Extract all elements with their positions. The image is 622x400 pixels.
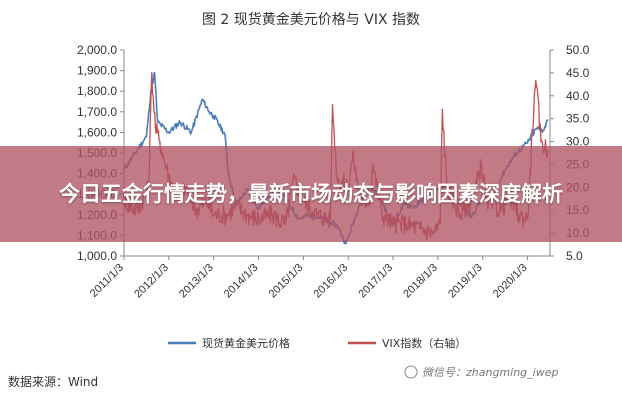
data-point-vix [441,108,444,111]
source-note: 数据来源：Wind [8,374,98,389]
data-point-gold [190,131,193,134]
headline-title: 今日五金行情走势，最新市场动态与影响因素深度解析 [59,182,563,206]
data-point-gold [224,133,226,136]
right-tick-label: 35.0 [566,112,590,126]
left-tick-label: 1,600.0 [77,125,117,139]
legend-label-gold: 现货黄金美元价格 [202,336,290,350]
data-point-gold [212,115,215,117]
data-point-gold [542,129,545,132]
right-tick-label: 5.0 [566,249,583,263]
data-point-gold [547,119,549,121]
x-tick-label: 2019/1/3 [446,262,485,301]
data-point-gold [345,242,347,245]
right-tick-label: 45.0 [566,66,590,80]
data-point-gold [535,127,538,130]
x-tick-label: 2020/1/3 [491,262,530,301]
data-point-gold [526,141,529,144]
x-tick-label: 2018/1/3 [401,262,440,301]
data-point-gold [208,111,210,113]
data-point-vix [151,72,153,74]
watermark-text: 微信号：zhangming_iwep [422,366,558,379]
legend: 现货黄金美元价格 VIX指数（右轴） [168,336,466,350]
right-tick-label: 50.0 [566,43,590,57]
data-point-vix [154,127,157,129]
data-point-vix [331,104,334,106]
x-tick-label: 2011/1/3 [88,262,126,300]
data-point-vix [159,140,161,143]
wechat-icon [404,365,418,379]
data-point-gold [168,131,170,134]
left-tick-label: 1,700.0 [77,105,117,119]
x-tick-label: 2017/1/3 [356,262,395,301]
data-point-gold [201,98,204,101]
data-point-vix [540,140,542,143]
right-tick-label: 30.0 [566,135,590,149]
left-tick-label: 2,000.0 [77,43,117,57]
x-tick-label: 2016/1/3 [312,262,351,301]
data-point-gold [179,121,181,123]
left-tick-label: 1,000.0 [77,249,117,263]
right-tick-label: 40.0 [566,89,590,103]
x-tick-label: 2015/1/3 [267,262,306,301]
data-point-vix [535,85,538,88]
data-point-vix [533,95,536,97]
data-point-gold [145,135,148,138]
x-tick-label: 2012/1/3 [132,262,171,301]
legend-label-vix: VIX指数（右轴） [382,336,466,350]
data-point-gold [153,71,156,74]
x-tick-label: 2014/1/3 [222,262,261,301]
x-tick-label: 2013/1/3 [177,262,216,301]
left-tick-label: 1,900.0 [77,64,117,78]
watermark: 微信号：zhangming_iwep [404,365,558,379]
headline-banner: 今日五金行情走势，最新市场动态与影响因素深度解析 [0,146,622,242]
data-point-gold [156,121,159,123]
left-tick-label: 1,800.0 [77,84,117,98]
figure-title: 图 2 现货黄金美元价格与 VIX 指数 [202,11,420,28]
